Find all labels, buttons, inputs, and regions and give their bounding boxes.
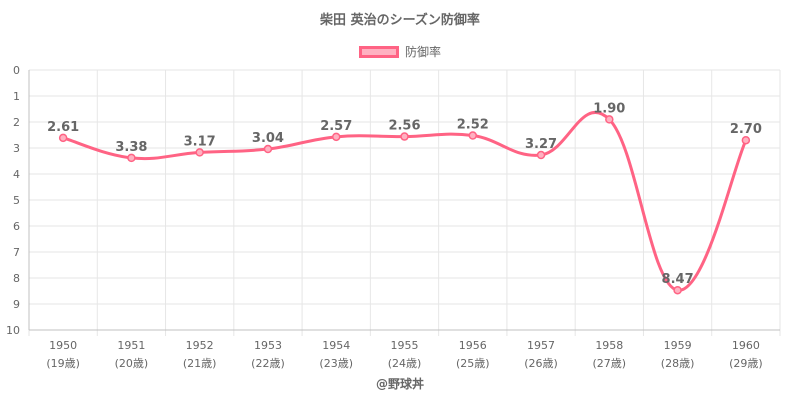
data-point [741, 135, 751, 145]
x-tick-sublabel: (24歳) [388, 357, 422, 370]
data-label: 2.57 [320, 119, 352, 134]
y-tick-label: 2 [13, 116, 20, 129]
x-tick-label: 1955 [391, 339, 419, 352]
x-tick-sublabel: (22歳) [251, 357, 285, 370]
data-point [536, 150, 546, 160]
x-tick-label: 1950 [49, 339, 77, 352]
data-label: 1.90 [593, 101, 625, 116]
x-tick-label: 1957 [527, 339, 555, 352]
y-tick-label: 7 [13, 246, 20, 259]
x-tick-sublabel: (20歳) [115, 357, 149, 370]
x-tick-label: 1952 [186, 339, 214, 352]
y-tick-label: 1 [13, 90, 20, 103]
data-point [331, 132, 341, 142]
x-tick-sublabel: (23歳) [319, 357, 353, 370]
y-tick-label: 6 [13, 220, 20, 233]
y-tick-label: 0 [13, 64, 20, 77]
x-tick-label: 1954 [322, 339, 350, 352]
data-label: 3.27 [525, 137, 557, 152]
data-label: 3.17 [184, 134, 216, 149]
x-tick-label: 1953 [254, 339, 282, 352]
x-tick-sublabel: (19歳) [46, 357, 80, 370]
data-label: 2.52 [457, 118, 489, 133]
data-point [58, 133, 68, 143]
x-tick-label: 1956 [459, 339, 487, 352]
data-point [263, 144, 273, 154]
chart-title: 柴田 英治のシーズン防御率 [320, 13, 480, 28]
x-tick-label: 1951 [117, 339, 145, 352]
x-tick-label: 1959 [664, 339, 692, 352]
y-tick-label: 9 [13, 298, 20, 311]
data-label: 2.56 [388, 119, 420, 134]
y-tick-label: 8 [13, 272, 20, 285]
x-tick-sublabel: (21歳) [183, 357, 217, 370]
legend-label: 防御率 [404, 45, 441, 59]
y-tick-label: 5 [13, 194, 20, 207]
data-point [605, 115, 614, 124]
x-tick-label: 1960 [732, 339, 760, 352]
data-label: 2.70 [730, 122, 762, 137]
data-label: 8.47 [662, 272, 694, 287]
x-tick-sublabel: (26歳) [524, 357, 558, 370]
data-label: 2.61 [47, 120, 79, 135]
x-tick-sublabel: (28歳) [661, 357, 695, 370]
x-tick-label: 1958 [595, 339, 623, 352]
data-point [468, 131, 478, 140]
credit-text: @野球丼 [375, 377, 424, 391]
y-tick-label: 3 [13, 142, 20, 155]
data-point [400, 132, 409, 141]
data-point [127, 153, 136, 163]
x-tick-sublabel: (29歳) [729, 357, 763, 370]
x-tick-sublabel: (25歳) [456, 357, 490, 370]
y-tick-label: 10 [6, 324, 20, 337]
data-point [673, 285, 682, 295]
legend[interactable]: 防御率 [0, 43, 800, 60]
legend-swatch [358, 45, 399, 58]
data-label: 3.38 [115, 140, 147, 155]
data-label: 3.04 [252, 131, 284, 146]
x-tick-sublabel: (27歳) [593, 357, 627, 370]
data-point [195, 148, 204, 157]
y-tick-label: 4 [13, 168, 20, 181]
